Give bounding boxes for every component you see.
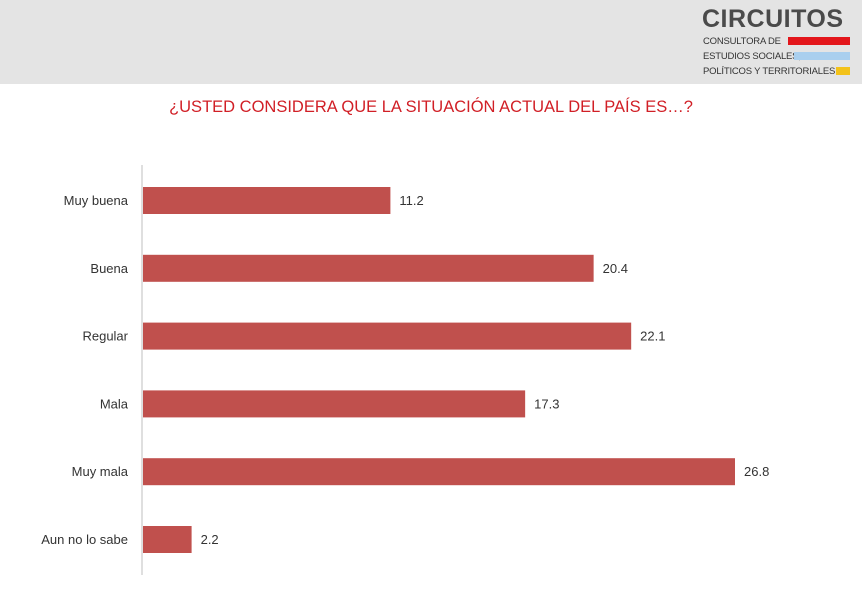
logo-blue-bar <box>794 52 850 60</box>
value-label: 26.8 <box>744 464 769 479</box>
category-label: Muy mala <box>72 464 129 479</box>
logo-red-bar <box>788 37 850 45</box>
bar-0 <box>143 187 391 214</box>
value-label: 2.2 <box>201 532 219 547</box>
logo-yellow-bar <box>836 67 850 75</box>
bar-2 <box>143 322 632 350</box>
circuitos-logo: CIRCUITOS CONSULTORA DE ESTUDIOS SOCIALE… <box>702 5 858 79</box>
category-label: Muy buena <box>64 193 129 208</box>
bar-3 <box>143 390 526 418</box>
bar-1 <box>143 254 594 282</box>
value-label: 20.4 <box>603 261 628 276</box>
bar-4 <box>143 458 735 486</box>
category-label: Aun no lo sabe <box>41 532 128 547</box>
logo-line-2: ESTUDIOS SOCIALES, <box>703 51 801 62</box>
logo-line-1: CONSULTORA DE <box>703 36 781 47</box>
value-label: 22.1 <box>640 329 665 344</box>
chart-title: ¿USTED CONSIDERA QUE LA SITUACIÓN ACTUAL… <box>169 98 693 116</box>
logo-line-3: POLÍTICOS Y TERRITORIALES <box>703 66 836 77</box>
bar-5 <box>143 526 192 553</box>
category-label: Buena <box>90 261 128 276</box>
category-label: Regular <box>82 329 128 344</box>
header-band <box>0 0 862 84</box>
logo-title: CIRCUITOS <box>702 5 844 33</box>
category-label: Mala <box>100 396 129 411</box>
value-label: 11.2 <box>399 193 423 208</box>
value-label: 17.3 <box>534 396 559 411</box>
